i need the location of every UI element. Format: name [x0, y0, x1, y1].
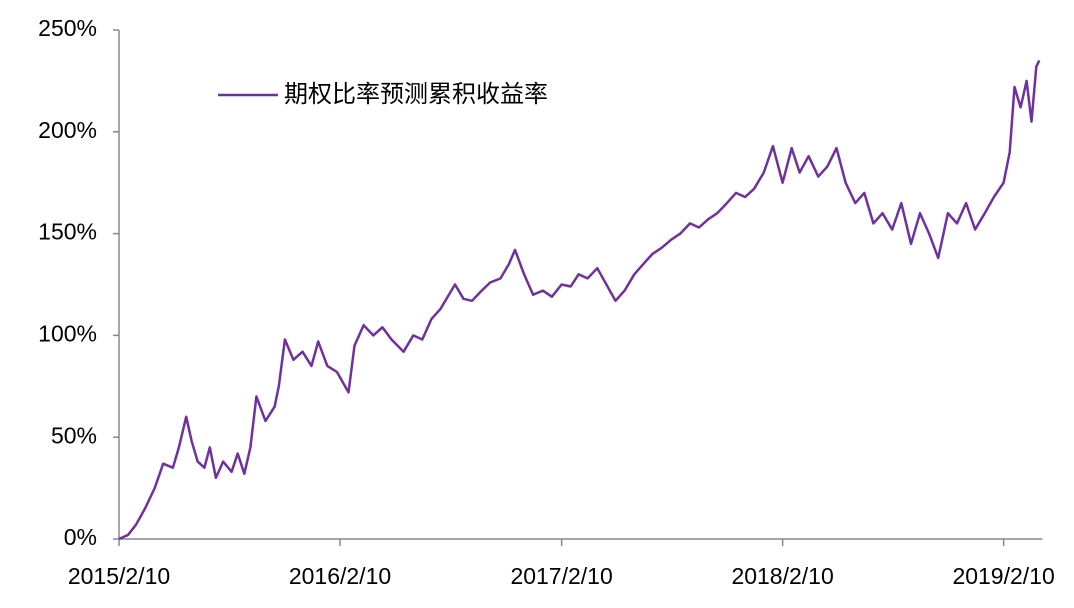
- legend-label: 期权比率预测累积收益率: [284, 80, 548, 108]
- x-tick-label: 2016/2/10: [289, 563, 391, 589]
- y-tick-label: 150%: [38, 219, 97, 245]
- y-tick-label: 0%: [64, 524, 97, 550]
- series-line: [118, 59, 1041, 541]
- x-tick-label: 2019/2/10: [952, 563, 1054, 589]
- x-tick-label: 2018/2/10: [731, 563, 833, 589]
- y-tick-label: 100%: [38, 320, 97, 346]
- y-tick-label: 200%: [38, 117, 97, 143]
- y-tick-label: 50%: [51, 422, 97, 448]
- x-tick-label: 2017/2/10: [510, 563, 612, 589]
- y-tick-label: 250%: [38, 15, 97, 41]
- x-tick-label: 2015/2/10: [68, 563, 170, 589]
